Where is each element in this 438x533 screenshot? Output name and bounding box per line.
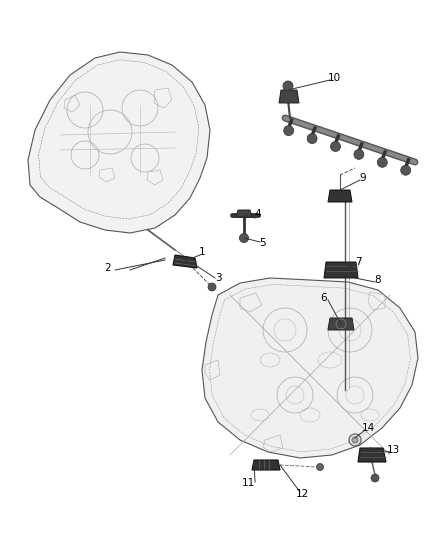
Polygon shape [328, 318, 354, 330]
Circle shape [349, 434, 361, 446]
Circle shape [352, 437, 358, 443]
Polygon shape [202, 278, 418, 458]
Circle shape [284, 126, 294, 135]
Text: 6: 6 [321, 293, 327, 303]
Text: 2: 2 [105, 263, 111, 273]
Text: 9: 9 [360, 173, 366, 183]
Circle shape [240, 233, 248, 243]
Polygon shape [279, 90, 299, 103]
Text: 7: 7 [355, 257, 361, 267]
Circle shape [377, 157, 387, 167]
Text: 14: 14 [361, 423, 374, 433]
Text: 8: 8 [374, 275, 381, 285]
Text: 4: 4 [254, 209, 261, 219]
Polygon shape [236, 210, 252, 217]
Polygon shape [324, 262, 358, 278]
Circle shape [371, 474, 379, 482]
Text: 12: 12 [295, 489, 309, 499]
Text: 10: 10 [328, 73, 341, 83]
Circle shape [317, 464, 324, 471]
Circle shape [354, 149, 364, 159]
Text: 1: 1 [199, 247, 205, 257]
Polygon shape [252, 460, 280, 470]
Polygon shape [28, 52, 210, 233]
Polygon shape [328, 190, 352, 202]
Circle shape [401, 165, 411, 175]
Text: 11: 11 [241, 478, 254, 488]
Text: 3: 3 [215, 273, 221, 283]
Circle shape [307, 134, 317, 143]
Circle shape [331, 141, 340, 151]
Polygon shape [358, 448, 386, 462]
Circle shape [208, 283, 216, 291]
Text: 5: 5 [260, 238, 266, 248]
Circle shape [283, 81, 293, 91]
Text: 13: 13 [386, 445, 399, 455]
Polygon shape [173, 255, 197, 268]
